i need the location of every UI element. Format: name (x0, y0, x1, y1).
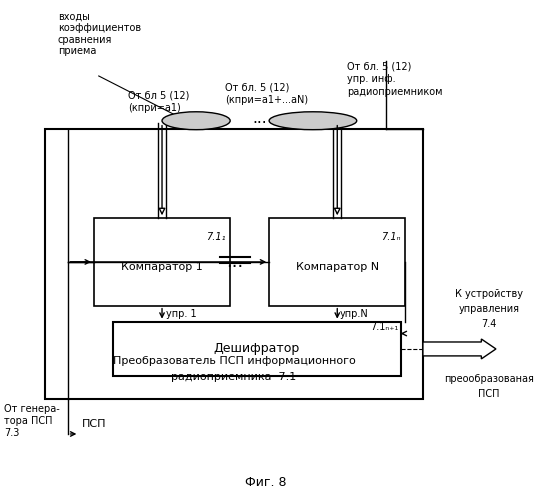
Text: 7.1ₙ: 7.1ₙ (381, 232, 400, 242)
FancyArrow shape (423, 339, 496, 359)
Ellipse shape (269, 112, 357, 130)
Text: тора ПСП: тора ПСП (4, 416, 53, 426)
Text: От бл 5 (12): От бл 5 (12) (128, 91, 189, 101)
Text: От генера-: От генера- (4, 404, 60, 414)
Bar (45, 128, 423, 399)
Text: управления: управления (459, 304, 520, 314)
Text: упр. инф.: упр. инф. (347, 74, 395, 84)
Text: (кпри=a1): (кпри=a1) (128, 103, 181, 113)
Text: ПСП: ПСП (82, 419, 107, 429)
Text: радиоприемника  7.1: радиоприемника 7.1 (171, 372, 296, 382)
Text: Компаратор 1: Компаратор 1 (121, 262, 203, 272)
Bar (269, 218, 405, 306)
Text: Компаратор N: Компаратор N (296, 262, 379, 272)
Text: Преобразователь ПСП информационного: Преобразователь ПСП информационного (113, 356, 355, 366)
Text: упр. 1: упр. 1 (166, 308, 196, 318)
Bar (113, 322, 400, 376)
Text: ПСП: ПСП (478, 388, 500, 398)
Text: (кпри=a1+...aN): (кпри=a1+...aN) (225, 95, 308, 105)
Text: От бл. 5 (12): От бл. 5 (12) (347, 61, 411, 71)
Text: К устройству: К устройству (455, 290, 523, 300)
Text: От бл. 5 (12): От бл. 5 (12) (225, 83, 289, 93)
Text: радиоприемником: радиоприемником (347, 87, 442, 97)
Text: Фиг. 8: Фиг. 8 (245, 476, 287, 488)
Text: упр.N: упр.N (340, 308, 369, 318)
Text: 7.4: 7.4 (481, 319, 497, 329)
Text: преообразованая: преообразованая (444, 374, 534, 384)
Text: ...: ... (252, 111, 267, 126)
Text: 7.1ₙ₊₁: 7.1ₙ₊₁ (370, 322, 399, 332)
Text: входы
коэффициентов
сравнения
приема: входы коэффициентов сравнения приема (58, 12, 141, 56)
Bar (94, 218, 230, 306)
Text: 7.3: 7.3 (4, 428, 20, 438)
Text: Дешифратор: Дешифратор (214, 342, 300, 355)
Text: 7.1₁: 7.1₁ (206, 232, 225, 242)
Ellipse shape (162, 112, 230, 130)
Text: ...: ... (226, 253, 244, 271)
